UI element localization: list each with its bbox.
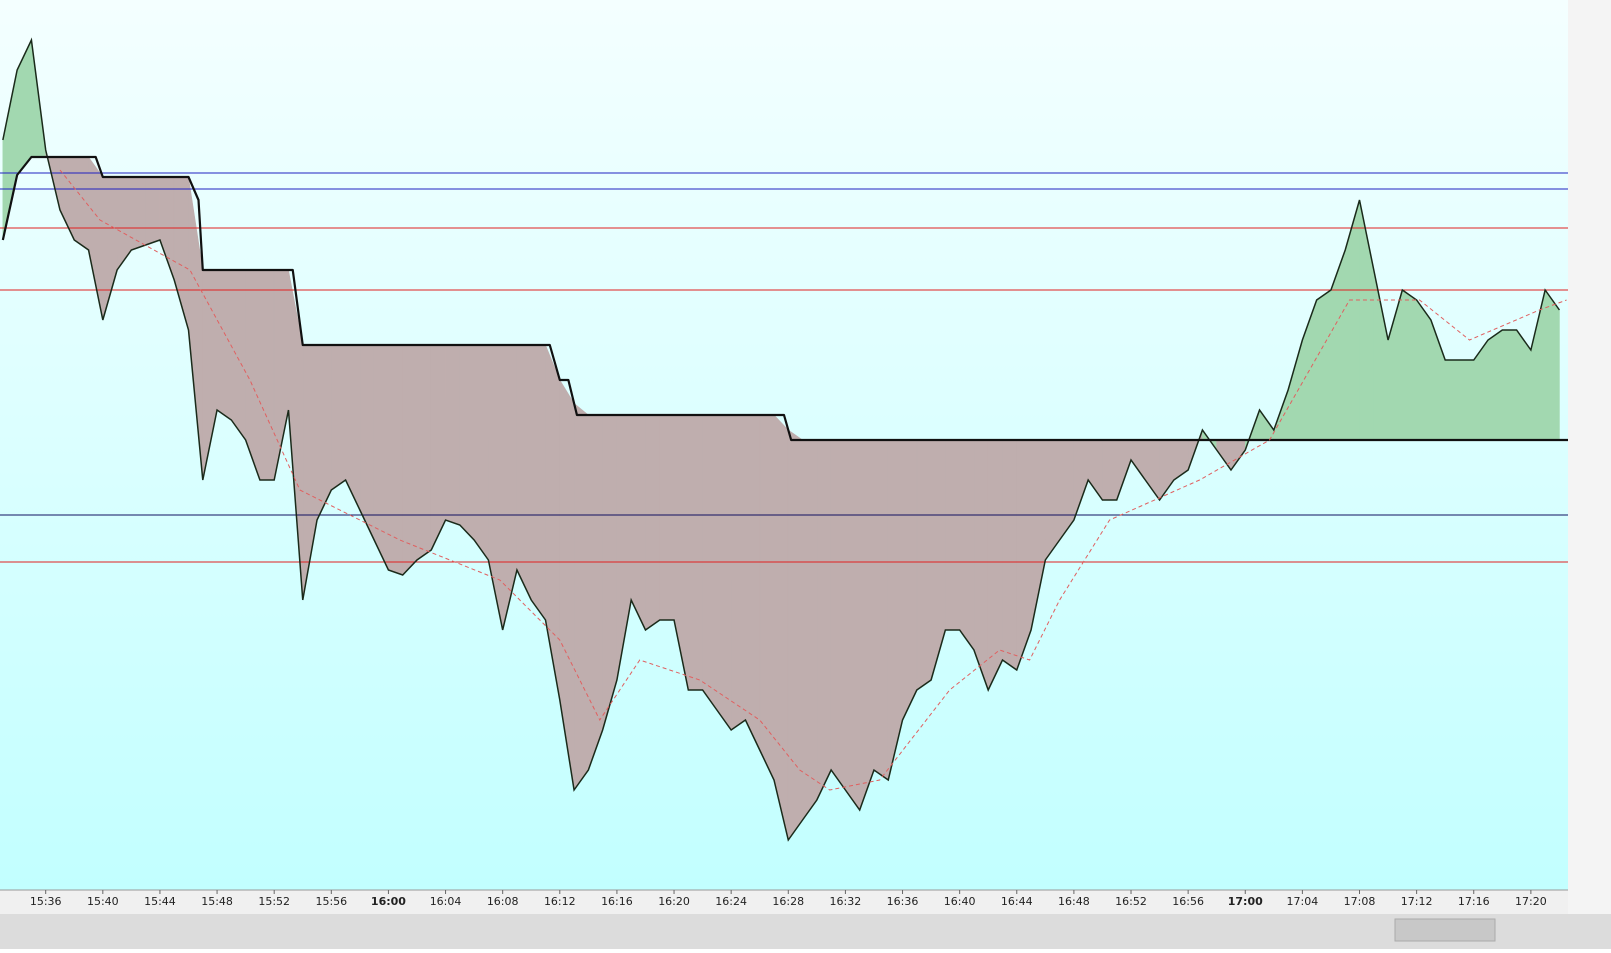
fill-area [945,439,960,631]
fill-area [402,344,418,576]
x-tick-label: 16:08 [487,895,519,908]
fill-area [1402,289,1417,441]
x-tick-label: 15:56 [315,895,347,908]
x-tick-label: 17:04 [1287,895,1319,908]
fill-area [773,414,789,841]
fill-area [131,176,146,251]
fill-area [645,414,661,631]
fill-area [1416,299,1432,441]
fill-area [902,439,918,721]
fill-area [688,414,703,691]
fill-area [445,344,461,526]
fill-area [416,344,432,561]
fill-area [873,439,889,781]
x-tick-label: 17:08 [1344,895,1376,908]
fill-area [787,429,803,841]
stop-line [1,155,1568,442]
fill-area [830,439,846,791]
scroll-thumb[interactable] [1394,918,1496,942]
x-tick-label: 15:40 [87,895,119,908]
fill-area [459,344,475,541]
x-tick-label: 15:44 [144,895,176,908]
fill-area [588,414,603,771]
x-tick-label: 17:16 [1458,895,1490,908]
fill-area [216,269,232,421]
fill-area [987,439,1003,691]
x-tick-label: 16:56 [1172,895,1204,908]
fill-area [916,439,932,691]
fill-area [730,414,746,731]
fill-area [602,414,618,731]
x-tick-label: 16:12 [544,895,576,908]
x-tick-label: 15:36 [30,895,62,908]
x-tick-label: 16:32 [830,895,862,908]
fill-area [959,439,975,651]
x-tick-label: 16:36 [887,895,919,908]
x-tick-label: 16:44 [1001,895,1033,908]
x-tick-label: 16:00 [371,895,406,908]
fill-area [745,414,761,751]
x-tick-label: 16:52 [1115,895,1147,908]
x-tick-label: 17:20 [1515,895,1547,908]
fill-area [473,344,489,561]
x-tick-label: 16:04 [430,895,462,908]
fill-area [1502,329,1517,441]
time-axis [0,890,1568,914]
fill-area [1544,289,1560,441]
x-tick-label: 17:12 [1401,895,1433,908]
fill-area [859,439,875,811]
fill-area [259,269,275,481]
fill-area [973,439,989,691]
fill-area [759,414,775,781]
fill-area [231,269,246,441]
fill-area [1487,329,1503,441]
fill-area [331,344,346,491]
fill-area [430,344,446,551]
x-tick-label: 16:24 [715,895,747,908]
scrollbar[interactable] [0,914,1611,949]
fill-area [1444,359,1460,441]
fill-area [630,414,646,631]
x-tick-label: 16:48 [1058,895,1090,908]
average-line [59,169,1567,791]
x-tick-label: 17:00 [1228,895,1263,908]
fill-area [373,344,389,571]
x-tick-label: 15:52 [258,895,290,908]
fill-area [716,414,732,731]
right-margin [1568,0,1611,949]
x-tick-label: 16:16 [601,895,633,908]
fill-area [845,439,860,811]
fill-area [1102,439,1118,501]
x-tick-label: 16:40 [944,895,976,908]
fill-area [1459,359,1475,441]
fill-area [1002,439,1018,671]
fill-area [1316,289,1332,441]
x-tick-label: 16:20 [658,895,690,908]
fill-area [659,414,675,621]
fill-area [802,439,818,821]
fill-area [816,439,832,801]
x-tick-label: 15:48 [201,895,233,908]
fill-area [145,176,161,246]
fill-area [359,344,375,541]
x-tick-label: 16:28 [772,895,804,908]
fill-area [530,344,546,621]
fill-area [573,402,589,791]
price-line [2,37,1561,842]
